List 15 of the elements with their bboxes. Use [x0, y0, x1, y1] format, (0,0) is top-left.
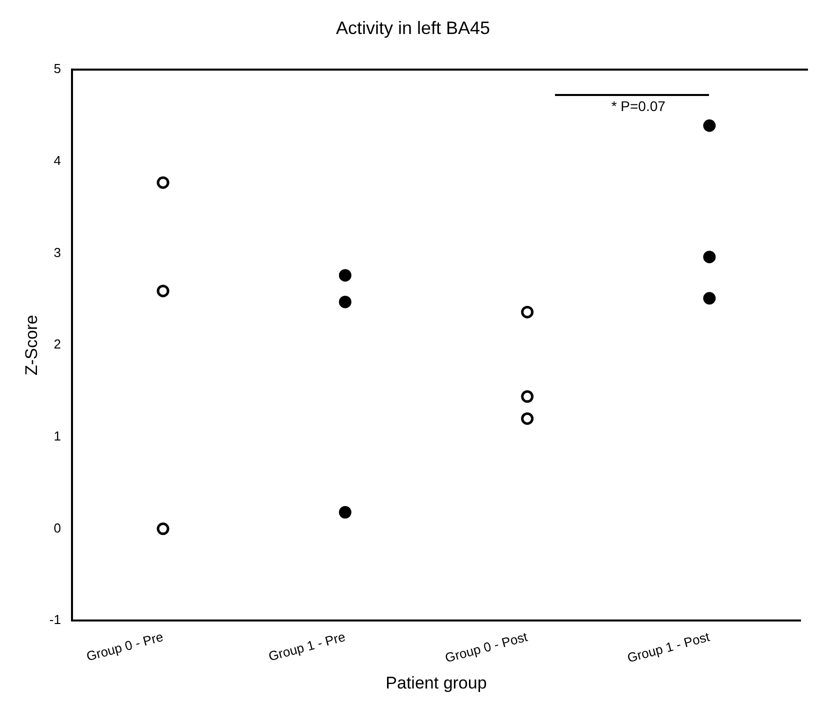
- y-tick-label: 1: [54, 428, 61, 444]
- y-tick-label: 5: [54, 61, 61, 76]
- y-tick-label: 4: [54, 153, 61, 168]
- y-axis-title: Z-Score: [22, 314, 41, 376]
- y-tick-label: 0: [54, 520, 61, 536]
- x-tick-label: Group 0 - Post: [443, 628, 530, 666]
- x-tick-label: Group 1 - Post: [626, 628, 712, 666]
- y-tick-label: -1: [49, 612, 61, 628]
- x-axis-title: Patient group: [386, 673, 487, 692]
- y-tick-label: 3: [54, 244, 61, 260]
- x-tick-label: Group 0 - Pre: [84, 629, 165, 664]
- y-tick-label: 2: [54, 336, 61, 352]
- x-tick-label: Group 1 - Pre: [266, 629, 347, 664]
- chart-title: Activity in left BA45: [336, 18, 490, 38]
- annotation: * P=0.07: [611, 98, 666, 114]
